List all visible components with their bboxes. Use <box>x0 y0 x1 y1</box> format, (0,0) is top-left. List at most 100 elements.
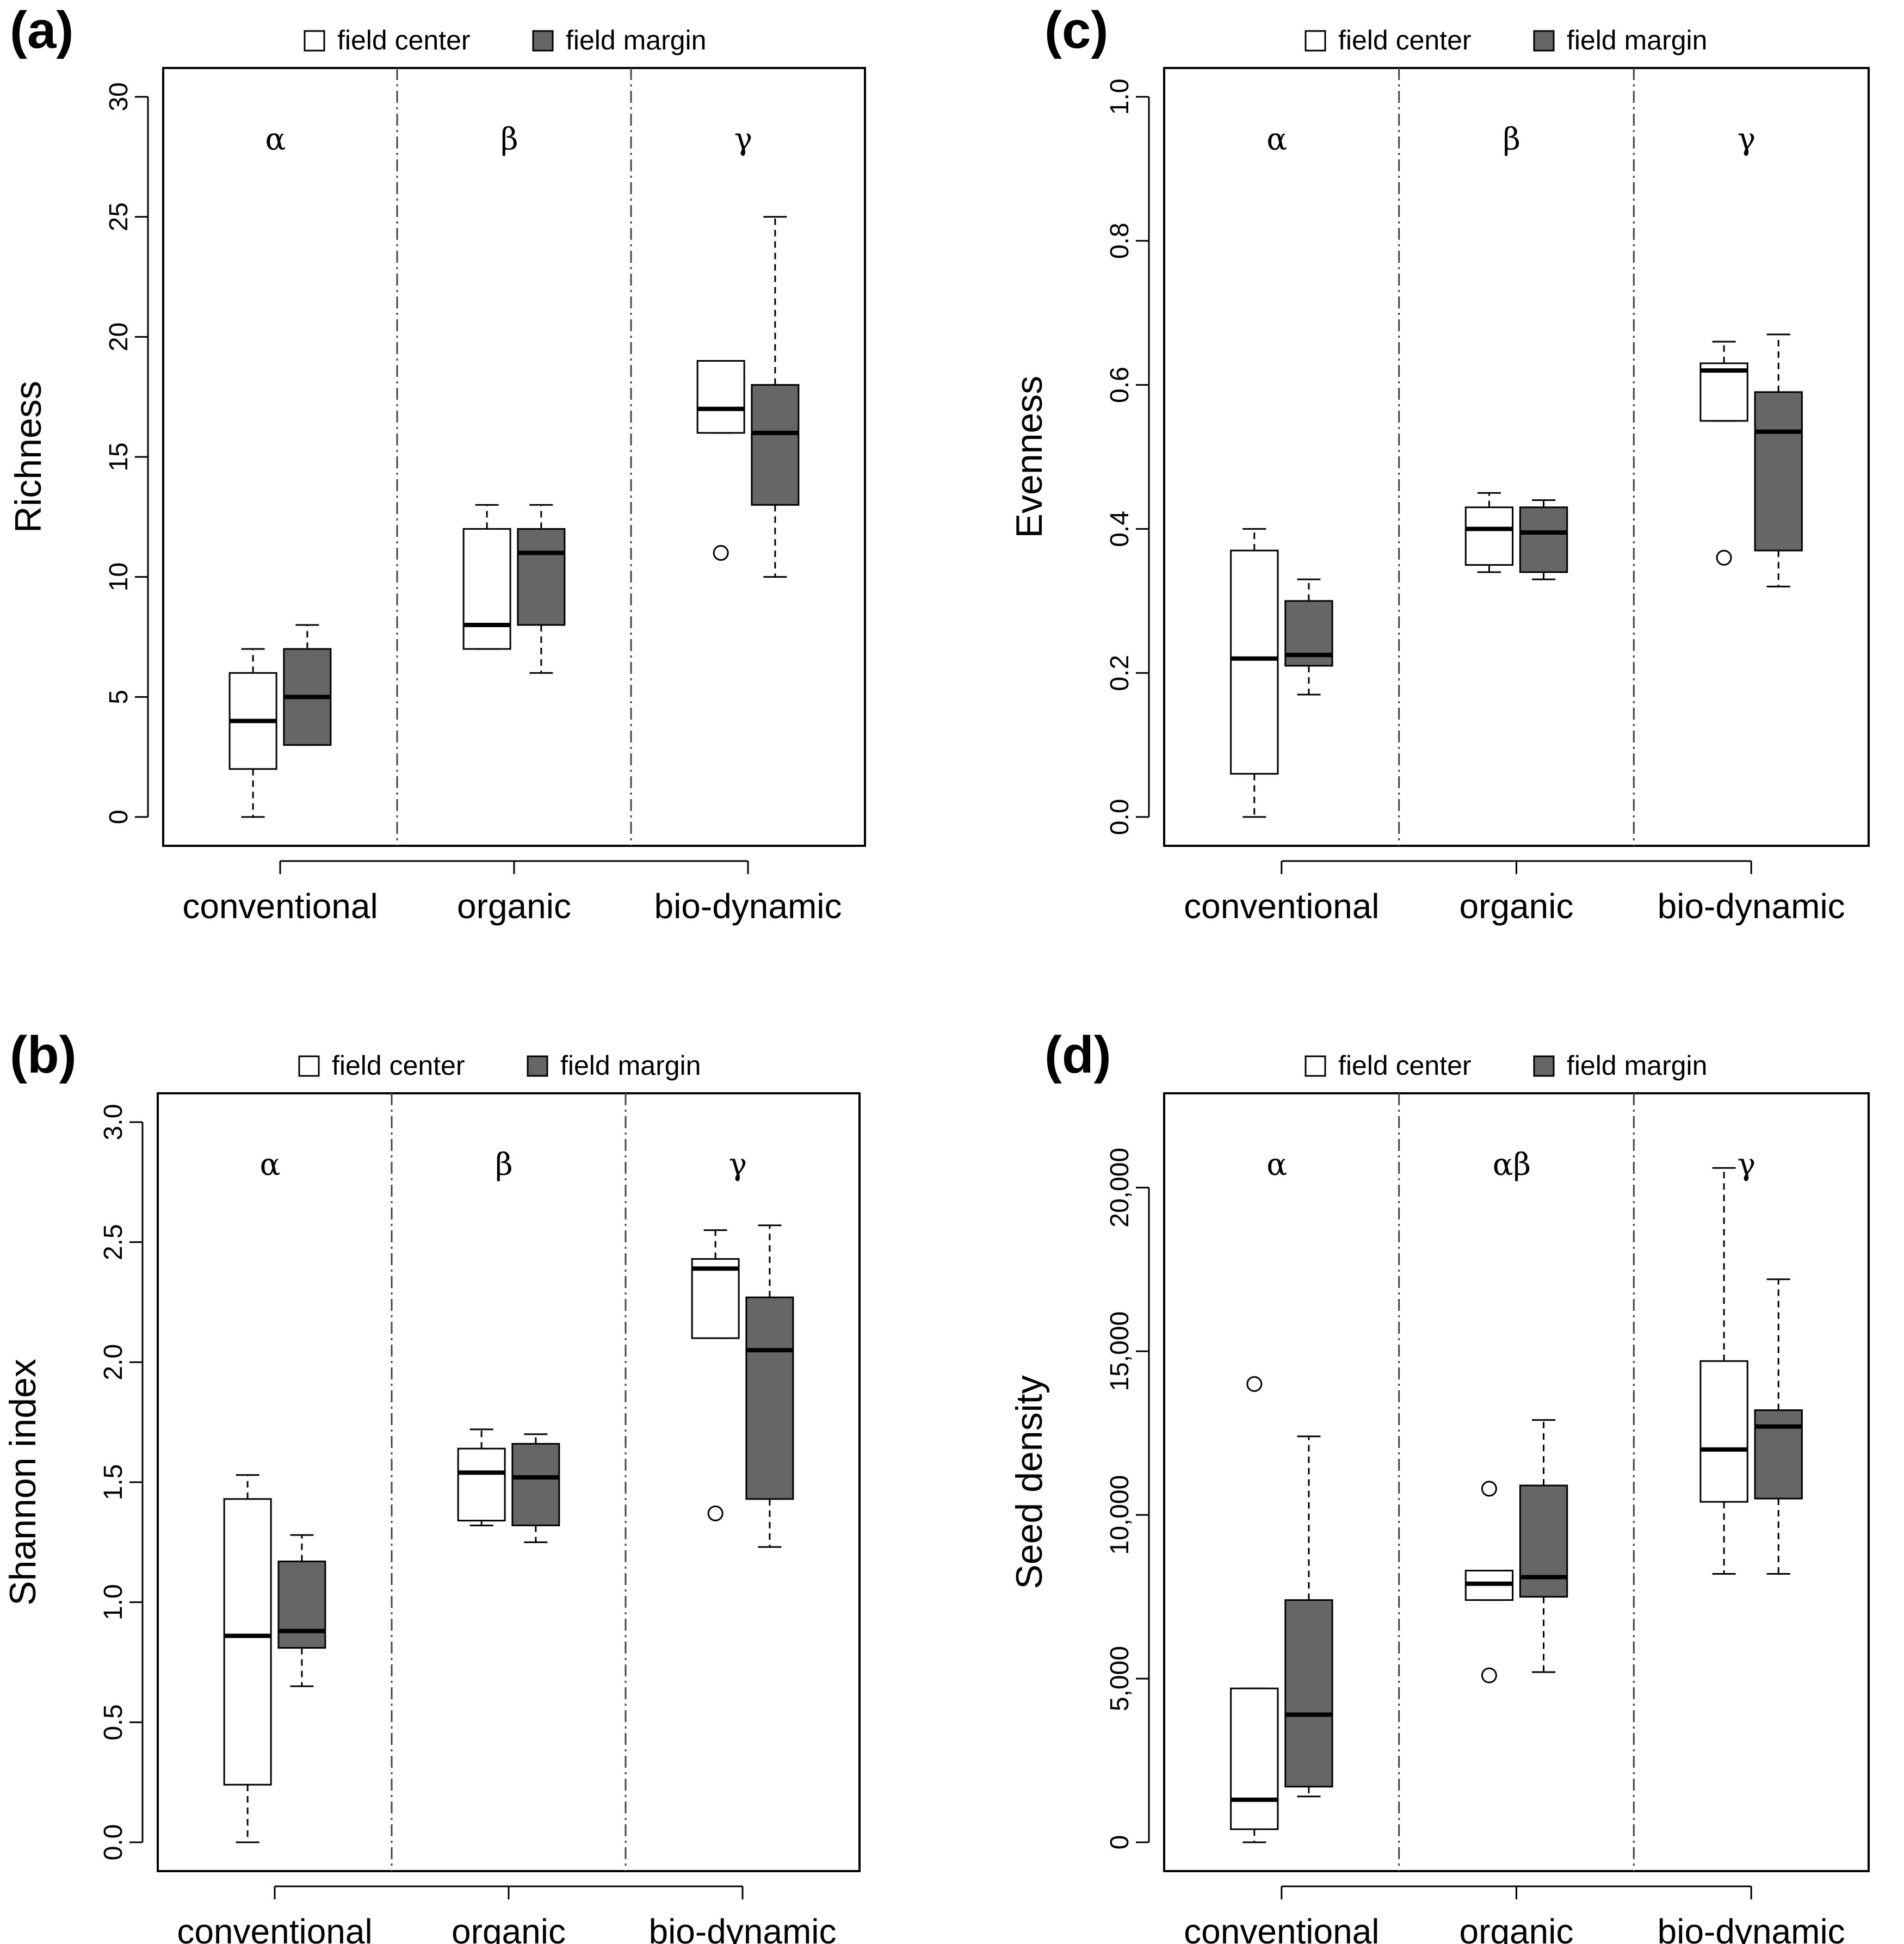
legend: field center field margin <box>1305 25 1707 55</box>
box-outlier <box>1481 1481 1497 1497</box>
y-tick-label: 20 <box>104 323 133 351</box>
y-tick-label: 0.0 <box>99 1824 128 1861</box>
box-body <box>1230 549 1279 775</box>
y-tick-label: 0.4 <box>1105 511 1134 547</box>
box-field-center-conventional <box>223 1474 272 1843</box>
y-tick-label: 15,000 <box>1105 1311 1134 1391</box>
box-outlier <box>1716 549 1732 566</box>
y-tick-label: 0.8 <box>1105 222 1134 259</box>
y-tick-label: 0.0 <box>1105 799 1134 835</box>
x-tick-label: conventional <box>177 1912 372 1944</box>
box-body <box>457 1447 506 1522</box>
y-tick-label: 0.5 <box>99 1704 128 1741</box>
x-tick-label: conventional <box>1184 1912 1379 1944</box>
chart-panel-3: (d) 0 5,000 10,000 15,000 20,000 Seed density c… <box>1009 1026 1870 1944</box>
y-tick-label: 1.0 <box>1105 79 1134 115</box>
x-tick-label: bio-dynamic <box>654 887 842 926</box>
group-letter: β <box>500 122 518 157</box>
legend-entry: field margin <box>1567 25 1707 55</box>
box-field-center-organic <box>462 504 511 650</box>
legend-swatch <box>1305 1055 1326 1077</box>
legend-swatch <box>1533 1055 1555 1077</box>
y-axis-label: Richness <box>8 381 49 533</box>
box-field-margin-organic <box>1519 1419 1568 1673</box>
panel-label: (b) <box>10 1026 77 1084</box>
box-field-center-bio-dynamic <box>1699 340 1748 566</box>
box-field-center-conventional <box>1230 1376 1279 1843</box>
x-tick-label: organic <box>1460 1912 1574 1944</box>
legend-swatch <box>1305 30 1326 52</box>
chart-panel-1: (b) 0.0 0.5 1.0 1.5 2.0 2.5 3.0 Shannon index con… <box>2 1026 861 1944</box>
group-letter: α <box>1266 1147 1287 1183</box>
box-field-center-conventional <box>228 648 277 818</box>
box-field-margin-conventional <box>277 1534 326 1687</box>
legend-entry: field center <box>1338 25 1472 55</box>
box-body <box>751 384 800 506</box>
box-body <box>223 1498 272 1786</box>
box-body <box>745 1296 794 1500</box>
plot-frame <box>162 67 866 847</box>
box-field-margin-bio-dynamic <box>751 216 800 578</box>
y-tick-label: 10 <box>104 562 133 591</box>
y-axis-label: Shannon index <box>2 1359 44 1606</box>
box-body <box>1284 1599 1333 1788</box>
chart-panel-0: (a) 0 5 10 15 20 25 30 Richness conventional organ… <box>8 1 866 926</box>
group-letter: γ <box>1738 1147 1755 1183</box>
legend-entry: field margin <box>560 1050 701 1081</box>
box-body <box>517 528 566 626</box>
y-tick-label: 5,000 <box>1105 1646 1134 1711</box>
group-letter: β <box>1503 122 1520 157</box>
chart-panel-2: (c) 0.0 0.2 0.4 0.6 0.8 1.0 Evenness conventiona… <box>1009 1 1870 926</box>
box-field-center-bio-dynamic <box>696 360 745 561</box>
box-field-center-bio-dynamic <box>1699 1167 1748 1575</box>
group-letter: α <box>1266 122 1287 157</box>
legend-entry: field center <box>1338 1050 1472 1081</box>
x-tick-label: bio-dynamic <box>648 1912 836 1944</box>
box-field-margin-conventional <box>1284 578 1333 696</box>
group-letter: αβ <box>1493 1147 1531 1183</box>
box-field-margin-bio-dynamic <box>1754 333 1803 587</box>
x-tick-label: organic <box>457 887 571 926</box>
panel-label: (a) <box>10 1 73 59</box>
box-body <box>1699 362 1748 422</box>
box-body <box>691 1258 740 1339</box>
group-letter: β <box>495 1147 512 1183</box>
legend-swatch <box>304 30 325 52</box>
y-tick-label: 0.6 <box>1105 367 1134 403</box>
y-tick-label: 0 <box>104 810 133 825</box>
group-letter: α <box>259 1147 280 1183</box>
group-letter: α <box>265 122 286 157</box>
group-letter: γ <box>734 122 752 157</box>
plot-frame <box>1163 67 1870 847</box>
box-body <box>1519 506 1568 573</box>
legend-swatch <box>298 1055 320 1077</box>
box-body <box>462 528 511 650</box>
y-tick-label: 5 <box>104 690 133 704</box>
legend-entry: field center <box>332 1050 465 1081</box>
box-outlier <box>1481 1667 1497 1683</box>
box-body <box>1519 1484 1568 1598</box>
box-body <box>511 1442 560 1526</box>
y-tick-label: 2.5 <box>99 1224 128 1260</box>
y-tick-label: 2.0 <box>99 1344 128 1380</box>
x-tick-label: bio-dynamic <box>1658 1912 1845 1944</box>
plot-frame <box>1163 1092 1870 1872</box>
box-field-center-conventional <box>1230 528 1279 818</box>
y-tick-label: 1.0 <box>99 1584 128 1620</box>
box-field-center-bio-dynamic <box>691 1229 740 1521</box>
x-tick-label: bio-dynamic <box>1658 887 1845 926</box>
y-tick-label: 1.5 <box>99 1464 128 1501</box>
x-tick-label: conventional <box>1184 887 1379 926</box>
box-field-margin-bio-dynamic <box>745 1224 794 1548</box>
panel-label: (c) <box>1044 1 1108 59</box>
x-tick-label: organic <box>452 1912 566 1944</box>
x-tick-label: organic <box>1460 887 1574 926</box>
box-body <box>1699 1360 1748 1503</box>
legend-entry: field margin <box>566 25 706 55</box>
box-body <box>696 360 745 434</box>
box-field-margin-organic <box>511 1433 560 1543</box>
box-field-margin-organic <box>517 504 566 674</box>
box-field-center-organic <box>1464 1481 1514 1683</box>
legend-entry: field center <box>337 25 471 55</box>
